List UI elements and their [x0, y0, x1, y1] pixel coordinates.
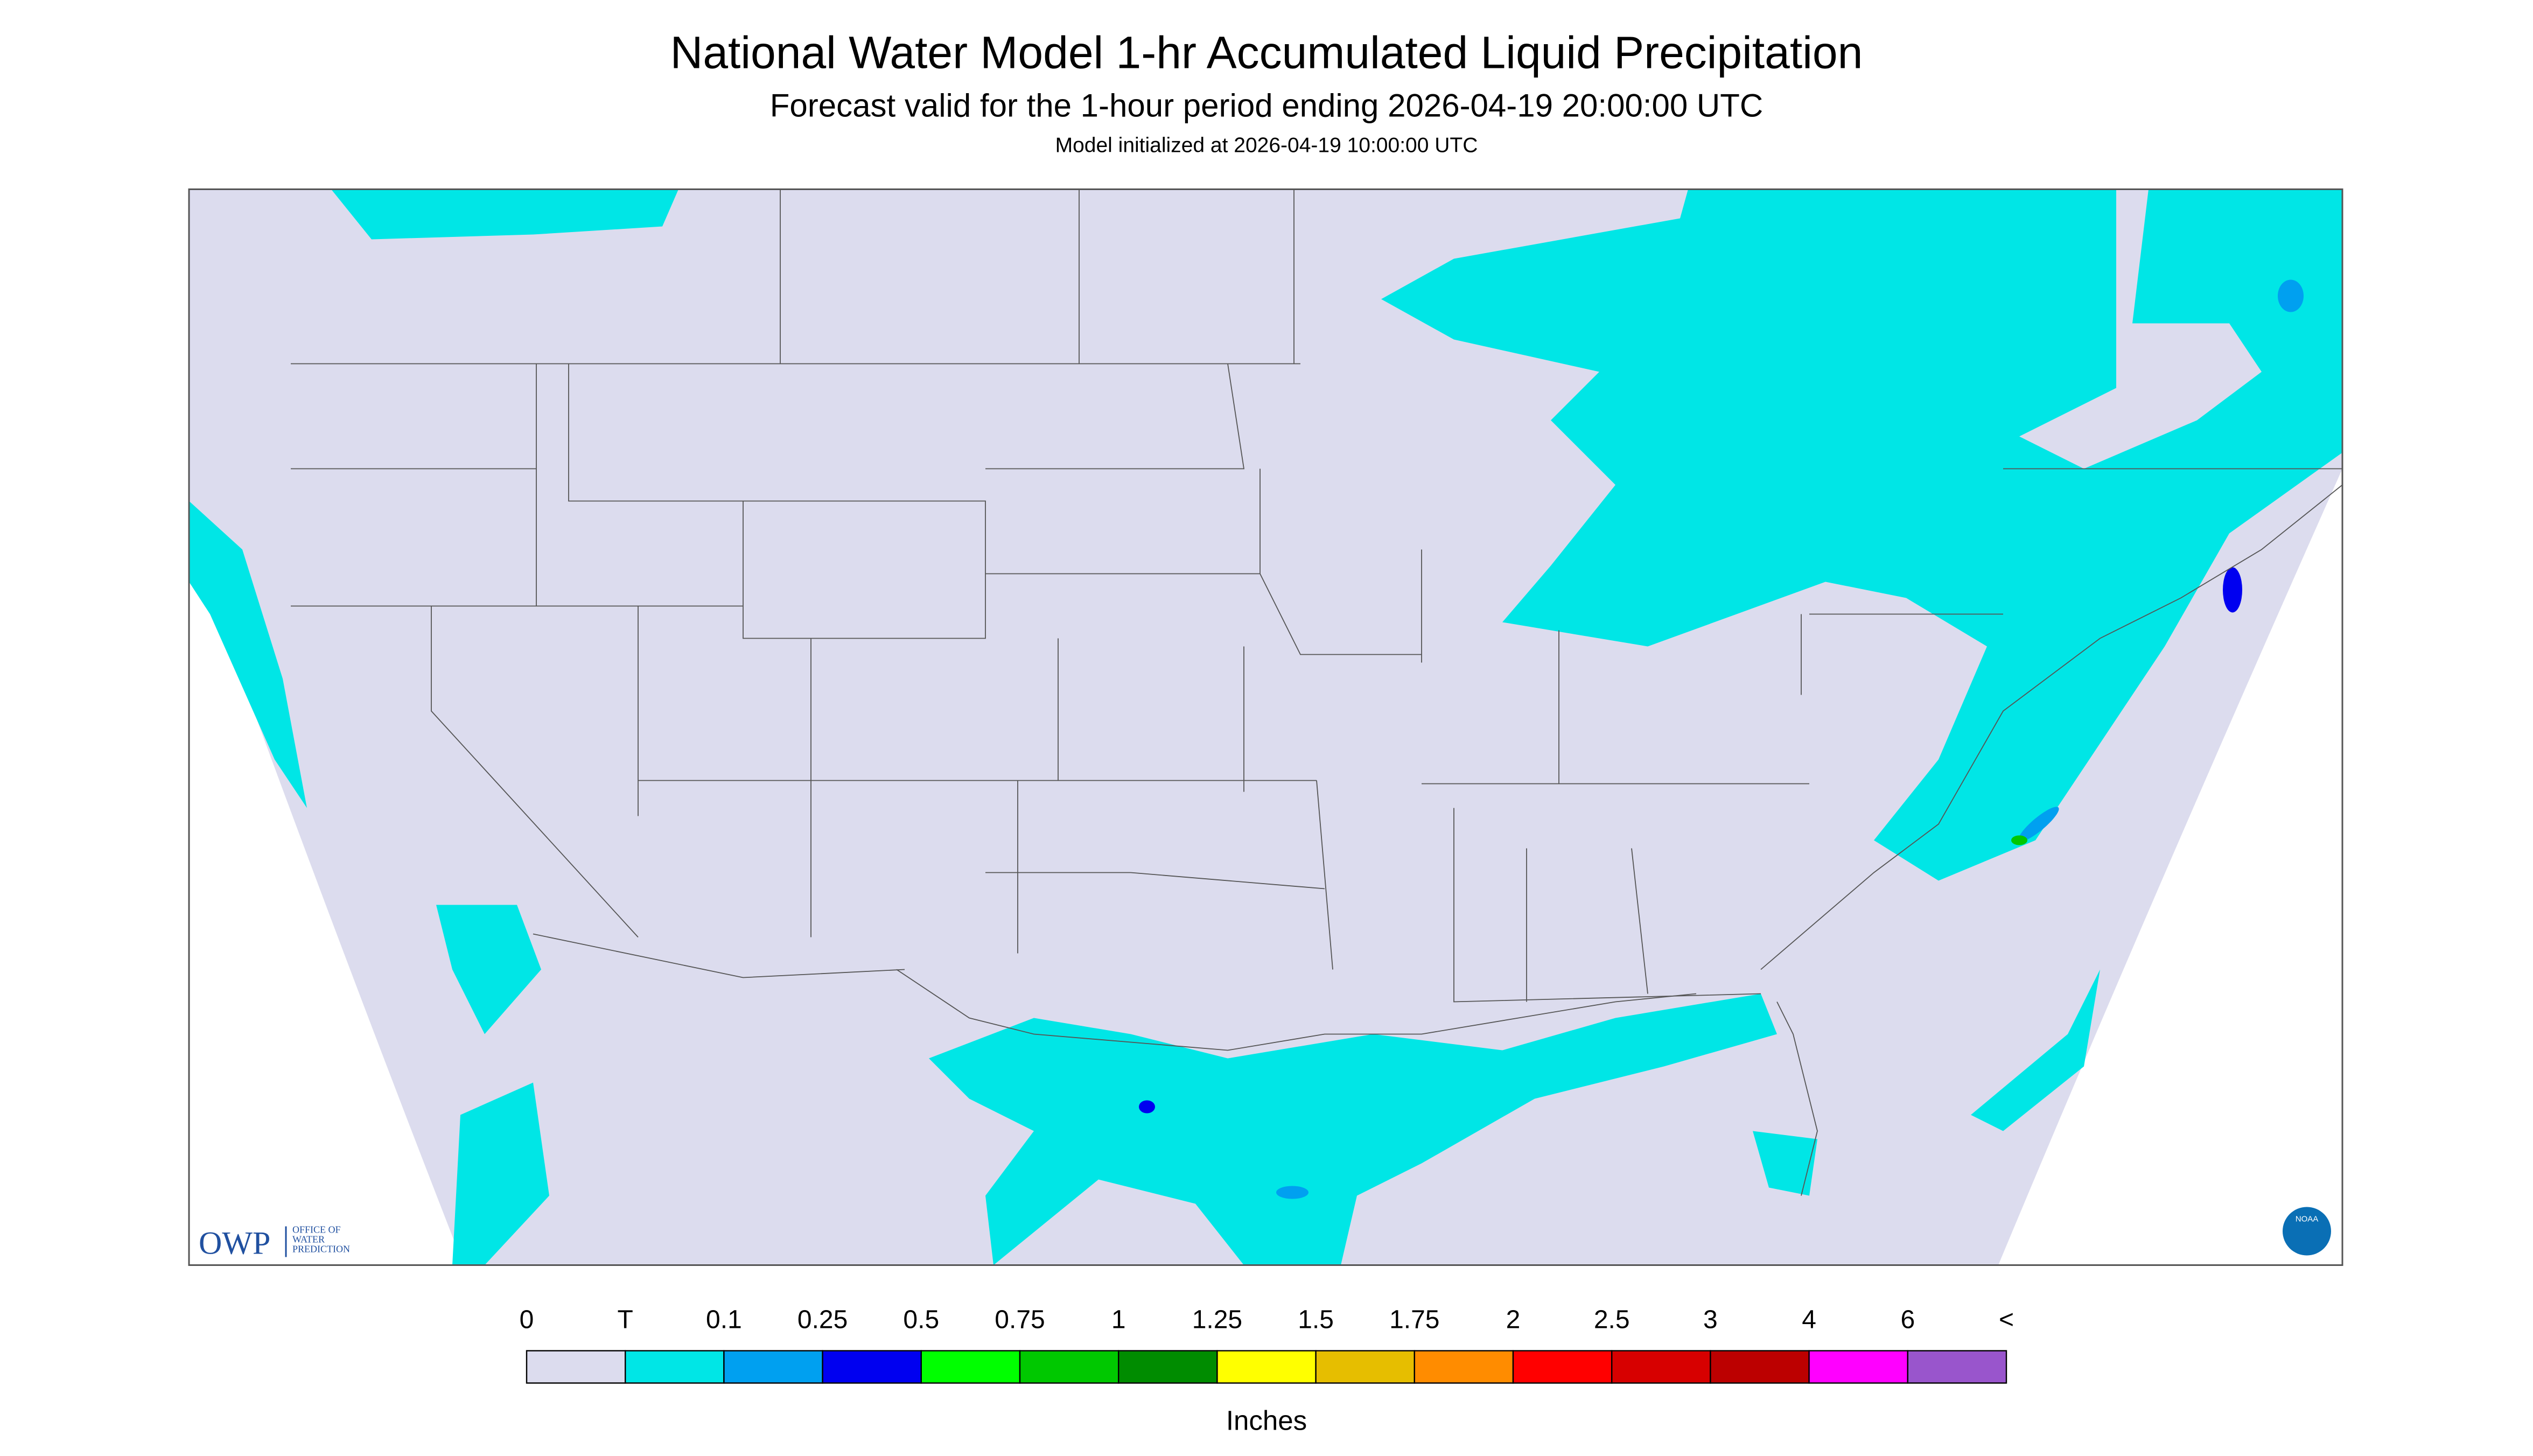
precip-area: [436, 905, 541, 1034]
noaa-logo-text: NOAA: [2296, 1215, 2319, 1224]
legend-label: 6: [1900, 1306, 1915, 1334]
precip-area: [189, 501, 307, 808]
precip-spot: [2018, 807, 2059, 842]
legend-swatch: [1216, 1350, 1317, 1384]
legend: 0 T 0.1 0.25 0.5 0.75 1 1.25 1.5 1.75 2 2.5 3 4 6 <: [520, 1306, 2014, 1384]
map-frame: [188, 188, 2343, 1266]
legend-label: 0.75: [995, 1306, 1045, 1334]
legend-swatch: [526, 1350, 626, 1384]
precip-spot: [1139, 1100, 1155, 1114]
init-time: Model initialized at 2026-04-19 10:00:00…: [1055, 134, 1478, 157]
precip-area: [1381, 189, 2342, 881]
precipitation: [189, 189, 2342, 1265]
owp-logo: OWP: [199, 1226, 270, 1261]
precip-spot: [2011, 835, 2027, 845]
legend-label: 3: [1703, 1306, 1718, 1334]
legend-swatch: [1512, 1350, 1613, 1384]
legend-label: 0.1: [706, 1306, 742, 1334]
legend-swatch: [1315, 1350, 1415, 1384]
noaa-logo: [2283, 1207, 2331, 1256]
legend-label: 0.5: [903, 1306, 939, 1334]
legend-label: 0.25: [797, 1306, 848, 1334]
legend-swatch: [1907, 1350, 2007, 1384]
boundaries: [291, 189, 2343, 1196]
owp-logo-line: WATER: [292, 1234, 325, 1245]
owp-logo-line: OFFICE OF: [292, 1224, 341, 1235]
legend-label: T: [618, 1306, 633, 1334]
legend-label: 2.5: [1594, 1306, 1630, 1334]
precip-spot: [2223, 567, 2242, 613]
outside-domain: [1998, 468, 2342, 1265]
legend-label: 1.75: [1389, 1306, 1439, 1334]
precip-spot: [1276, 1186, 1309, 1199]
legend-swatch: [1808, 1350, 1909, 1384]
legend-label: 4: [1802, 1306, 1816, 1334]
outside-domain: [189, 533, 464, 1265]
legend-swatch: [1414, 1350, 1514, 1384]
precip-area: [452, 1082, 549, 1265]
dry-area: [2019, 189, 2262, 469]
precip-area: [929, 993, 1777, 1265]
legend-swatch: [822, 1350, 922, 1384]
precip-area: [1971, 969, 2100, 1131]
legend-swatch: [1019, 1350, 1119, 1384]
legend-unit: Inches: [1226, 1405, 1307, 1436]
precip-spot: [2278, 279, 2304, 312]
legend-label: 2: [1506, 1306, 1521, 1334]
precip-area: [1753, 1131, 1817, 1196]
legend-label: <: [1999, 1306, 2014, 1334]
legend-label: 1: [1111, 1306, 1126, 1334]
precip-area: [331, 189, 678, 240]
legend-swatch: [920, 1350, 1021, 1384]
title: National Water Model 1-hr Accumulated Li…: [670, 27, 1863, 78]
legend-swatch: [1710, 1350, 1810, 1384]
subtitle: Forecast valid for the 1-hour period end…: [770, 88, 1763, 124]
legend-label: 1.25: [1192, 1306, 1242, 1334]
legend-swatch: [625, 1350, 725, 1384]
legend-swatch: [1611, 1350, 1711, 1384]
legend-label: 1.5: [1298, 1306, 1334, 1334]
owp-logo-line: PREDICTION: [292, 1244, 350, 1255]
legend-label: 0: [520, 1306, 534, 1334]
legend-swatch: [723, 1350, 823, 1384]
legend-swatch: [1118, 1350, 1218, 1384]
